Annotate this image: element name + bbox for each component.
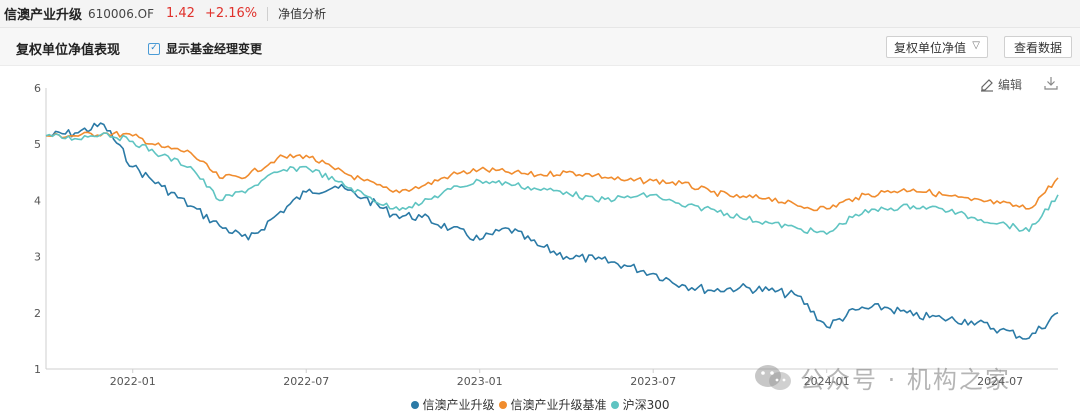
checkbox-label: 显示基金经理变更 — [166, 42, 263, 56]
chevron-down-icon: ▽ — [972, 40, 980, 51]
download-icon — [1044, 77, 1058, 90]
nav-line-chart: 1 2 3 4 5 6 2022-01 2022-07 2023-01 2023-07 2024-0… — [34, 82, 1059, 388]
chart-header: 复权单位净值表现 ✓ 显示基金经理变更 复权单位净值 ▽ 查看数据 — [0, 28, 1080, 66]
metric-select[interactable]: 复权单位净值 ▽ — [886, 36, 988, 58]
y-tick-label: 5 — [34, 138, 41, 151]
legend-label-1: 信澳产业升级 — [422, 398, 495, 412]
fund-code: 610006.OF — [88, 6, 154, 21]
watermark-text: 公众号 · 机构之家 — [800, 366, 1011, 394]
x-tick-label: 2024-01 — [804, 375, 850, 388]
legend-label-2: 信澳产业升级基准 — [510, 398, 607, 412]
wechat-icon — [754, 363, 792, 393]
divider — [267, 6, 269, 21]
edit-button[interactable]: 编辑 — [980, 76, 1022, 93]
show-manager-change-checkbox[interactable]: ✓ 显示基金经理变更 — [148, 40, 262, 57]
edit-label: 编辑 — [998, 78, 1023, 92]
legend-marker-2 — [498, 400, 507, 409]
series-line-3 — [45, 132, 1059, 235]
x-tick-label: 2023-01 — [457, 375, 503, 388]
fund-name: 信澳产业升级 — [4, 8, 83, 23]
chart-legend: 信澳产业升级 信澳产业升级基准 沪深300 — [0, 396, 1080, 413]
fund-price: 1.42 — [166, 6, 195, 21]
series-line-2 — [45, 130, 1059, 212]
download-button[interactable] — [1044, 76, 1058, 93]
legend-item-3[interactable]: 沪深300 — [610, 396, 670, 413]
y-tick-label: 3 — [34, 251, 41, 264]
legend-marker-1 — [410, 400, 419, 409]
section-title: 复权单位净值表现 — [16, 43, 121, 58]
legend-label-3: 沪深300 — [622, 398, 670, 412]
legend-item-1[interactable]: 信澳产业升级 — [410, 396, 495, 413]
x-tick-label: 2022-07 — [283, 375, 329, 388]
y-tick-label: 2 — [34, 307, 41, 320]
series-line-1 — [45, 122, 1059, 340]
x-tick-label: 2023-07 — [630, 375, 676, 388]
metric-select-value: 复权单位净值 — [894, 40, 967, 55]
y-tick-label: 4 — [34, 194, 41, 207]
x-tick-label: 2022-01 — [110, 375, 156, 388]
fund-change: +2.16% — [204, 6, 258, 21]
legend-item-2[interactable]: 信澳产业升级基准 — [498, 396, 607, 413]
top-bar: 信澳产业升级 610006.OF 1.42 +2.16% 净值分析 — [0, 0, 1080, 28]
y-tick-label: 1 — [34, 363, 41, 376]
watermark: 公众号 · 机构之家 — [754, 360, 1011, 395]
x-tick-label: 2024-07 — [977, 375, 1023, 388]
chart-tools: 编辑 — [980, 76, 1058, 93]
tab-nav-analysis[interactable]: 净值分析 — [278, 7, 327, 21]
legend-marker-3 — [610, 400, 619, 409]
y-tick-label: 6 — [34, 82, 41, 95]
view-data-button[interactable]: 查看数据 — [1004, 36, 1072, 58]
edit-icon — [981, 78, 993, 92]
checkbox-check-icon[interactable]: ✓ — [148, 42, 160, 55]
